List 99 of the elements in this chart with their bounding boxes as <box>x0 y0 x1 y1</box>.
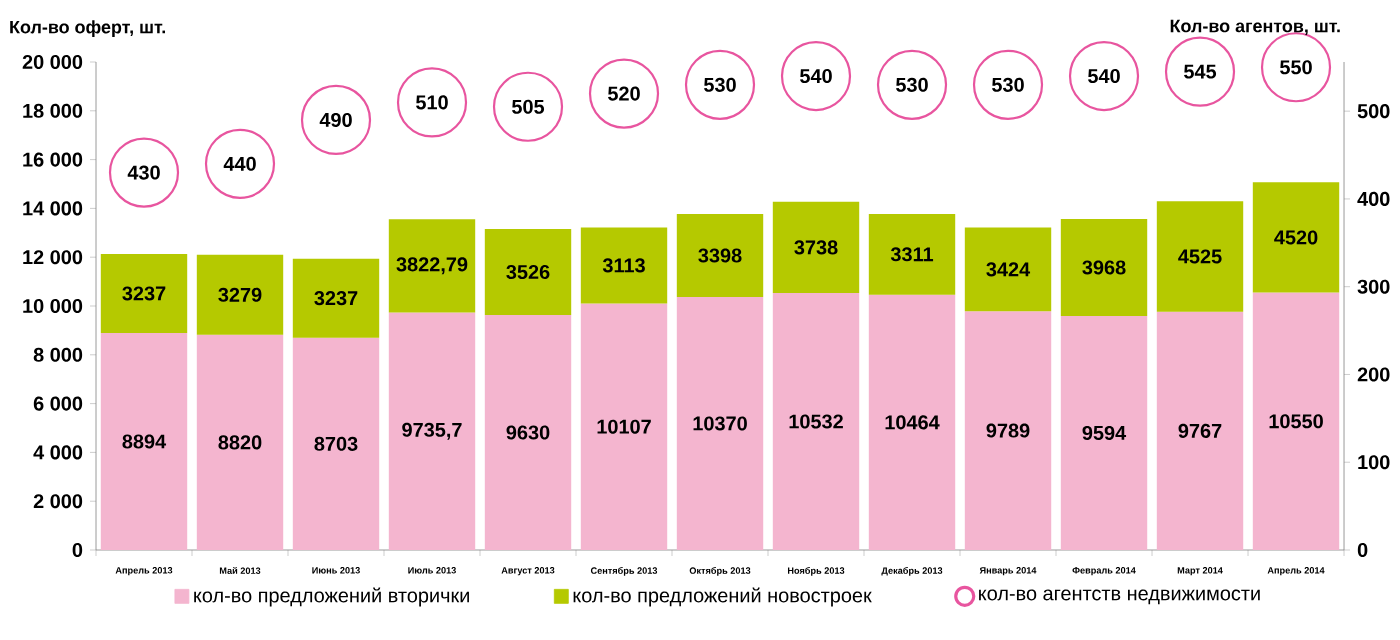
data-label: 3398 <box>698 248 742 263</box>
data-label: 530 <box>704 77 736 92</box>
point <box>492 71 564 142</box>
data-label: 3822,79 <box>396 257 468 275</box>
data-label: 4525 <box>1178 249 1222 264</box>
data-label: 3738 <box>794 240 838 255</box>
data-label: 440 <box>223 156 256 171</box>
bar <box>580 303 668 550</box>
bar <box>196 334 284 550</box>
data-label: 9630 <box>506 425 550 440</box>
y-tick-label: 8 000 <box>33 347 83 362</box>
data-label: 540 <box>1088 68 1120 84</box>
data-label: 510 <box>416 95 448 110</box>
bar <box>292 258 380 338</box>
bar <box>1252 182 1340 293</box>
data-label: 3968 <box>1082 260 1126 275</box>
bar <box>484 315 572 550</box>
bar <box>964 227 1052 312</box>
y2-tick-label: 400 <box>1357 191 1390 206</box>
data-label: 10532 <box>789 414 843 429</box>
bar <box>772 293 860 550</box>
data-label: 10107 <box>597 419 651 434</box>
legend-label: кол-во предложений новостроек <box>573 587 872 607</box>
y-tick-label: 4 000 <box>33 445 83 460</box>
y-tick-label: 12 000 <box>23 250 83 265</box>
data-label: 10550 <box>1269 414 1323 429</box>
legend-label: кол-во агентств недвижимости <box>979 589 1260 605</box>
data-label: 3526 <box>506 264 550 280</box>
data-label: 8894 <box>122 434 167 449</box>
y-tick-label: 10 000 <box>23 298 83 314</box>
bar <box>868 213 956 295</box>
y2-axis-title: Кол-во агентов, шт. <box>1170 19 1340 35</box>
y-axis-title: Кол-во оферт, шт. <box>10 20 165 37</box>
y2-tick-label: 0 <box>1357 542 1368 558</box>
data-label: 10370 <box>693 416 747 431</box>
bar <box>1252 292 1340 550</box>
y-tick-label: 2 000 <box>33 494 83 509</box>
bar <box>388 312 476 550</box>
point <box>972 49 1044 120</box>
bar <box>868 294 956 550</box>
y-tick-label: 18 000 <box>23 103 83 118</box>
data-label: 9767 <box>1178 423 1222 438</box>
data-label: 530 <box>992 77 1024 92</box>
y-tick-label: 0 <box>72 542 83 558</box>
data-label: 430 <box>127 165 160 180</box>
point <box>684 49 756 120</box>
data-label: 550 <box>1280 60 1312 75</box>
bar <box>484 228 572 316</box>
y-tick-label: 6 000 <box>33 396 83 411</box>
bar <box>292 337 380 550</box>
data-label: 3279 <box>218 287 262 302</box>
bar <box>580 227 668 304</box>
data-label: 530 <box>896 77 928 92</box>
bar <box>100 332 188 550</box>
data-label: 3311 <box>890 247 934 262</box>
bar <box>772 201 860 294</box>
data-label: 8820 <box>218 435 262 450</box>
point <box>588 58 660 129</box>
data-label: 3424 <box>986 262 1031 277</box>
bar <box>676 214 764 297</box>
data-label: 9735,7 <box>402 422 462 440</box>
y2-tick-label: 100 <box>1358 455 1390 470</box>
data-label: 3237 <box>314 291 358 306</box>
y-tick-label: 20 000 <box>22 54 83 70</box>
point <box>300 84 372 156</box>
bar <box>1156 311 1244 550</box>
bar <box>1060 219 1148 316</box>
data-label: 540 <box>800 68 832 84</box>
data-label: 9789 <box>986 423 1030 438</box>
bar <box>964 311 1052 550</box>
bar <box>196 254 284 335</box>
point <box>1068 40 1140 112</box>
data-label: 8703 <box>314 436 358 451</box>
point <box>204 128 276 199</box>
data-label: 3237 <box>122 286 166 301</box>
point <box>780 40 852 112</box>
data-label: 490 <box>319 112 352 127</box>
data-label: 3113 <box>602 258 645 273</box>
data-label: 9594 <box>1082 425 1127 440</box>
point <box>1164 36 1236 107</box>
data-label: 520 <box>608 86 640 101</box>
bar <box>388 219 476 313</box>
bar <box>100 254 188 333</box>
data-label: 505 <box>512 99 545 114</box>
y2-tick-label: 200 <box>1357 367 1390 382</box>
point <box>396 67 468 138</box>
y-tick-label: 16 000 <box>23 152 83 167</box>
point <box>876 49 948 120</box>
y2-tick-label: 300 <box>1357 279 1390 294</box>
y-tick-label: 14 000 <box>23 201 83 216</box>
y2-tick-label: 500 <box>1357 104 1390 119</box>
point <box>108 137 180 208</box>
data-label: 545 <box>1184 64 1217 79</box>
bar <box>1156 201 1244 312</box>
data-label: 10464 <box>885 415 940 430</box>
bar <box>676 296 764 550</box>
data-label: 4520 <box>1274 230 1318 245</box>
legend-label: кол-во предложений вторички <box>194 587 469 607</box>
bar <box>1060 315 1148 550</box>
